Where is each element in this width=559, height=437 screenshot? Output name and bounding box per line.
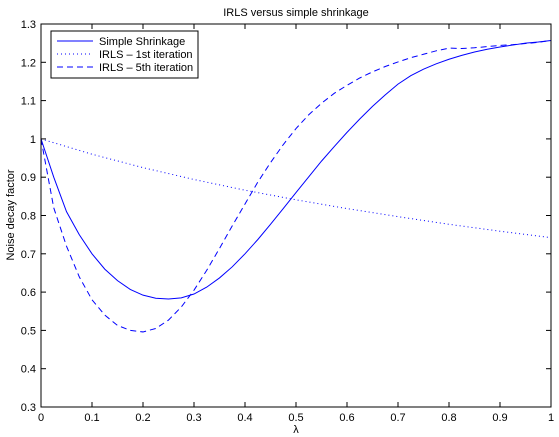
x-tick-label: 0.2 — [135, 412, 150, 424]
x-tick-label: 0.6 — [339, 412, 354, 424]
x-tick-label: 1 — [548, 412, 554, 424]
y-tick-label: 0.3 — [21, 402, 36, 414]
x-tick-label: 0.7 — [390, 412, 405, 424]
legend-label-irls-5th: IRLS – 5th iteration — [99, 62, 193, 74]
series-line-irls-5th-iteration — [40, 39, 552, 333]
x-axis-ticks: 0 0.1 0.2 0.3 0.4 0.5 0.6 0.7 0.8 0.9 1 — [38, 24, 554, 424]
x-tick-label: 0.3 — [186, 412, 201, 424]
x-axis-label: λ — [293, 424, 299, 436]
y-tick-label: 0.8 — [21, 211, 36, 223]
series-line-simple-shrinkage — [40, 39, 552, 300]
x-tick-label: 0.8 — [441, 412, 456, 424]
legend-box — [50, 30, 199, 79]
x-tick-label: 0.9 — [492, 412, 507, 424]
y-tick-label: 0.7 — [21, 249, 36, 261]
series-layer — [40, 39, 552, 333]
x-tick-label: 0 — [38, 412, 44, 424]
y-tick-label: 0.9 — [21, 172, 36, 184]
y-tick-label: 0.4 — [21, 364, 36, 376]
x-tick-label: 0.4 — [237, 412, 252, 424]
legend: Simple Shrinkage IRLS – 1st iteration IR… — [50, 30, 199, 79]
y-tick-label: 0.5 — [21, 325, 36, 337]
y-tick-label: 1.3 — [21, 19, 36, 31]
series-line-irls-1st-iteration — [40, 138, 552, 239]
legend-label-simple-shrinkage: Simple Shrinkage — [99, 36, 185, 48]
y-axis-ticks: 0.3 0.4 0.5 0.6 0.7 0.8 0.9 1 1.1 1.2 1.3 — [21, 19, 551, 414]
legend-label-irls-1st: IRLS – 1st iteration — [99, 49, 193, 61]
y-tick-label: 1.2 — [21, 57, 36, 69]
plot-area — [41, 24, 551, 407]
y-tick-label: 1.1 — [21, 96, 36, 108]
chart-title: IRLS versus simple shrinkage — [223, 7, 369, 19]
y-tick-label: 0.6 — [21, 287, 36, 299]
y-tick-label: 1 — [30, 134, 36, 146]
y-axis-label: Noise decay factor — [5, 169, 17, 260]
x-tick-label: 0.1 — [84, 412, 99, 424]
x-tick-label: 0.5 — [288, 412, 303, 424]
